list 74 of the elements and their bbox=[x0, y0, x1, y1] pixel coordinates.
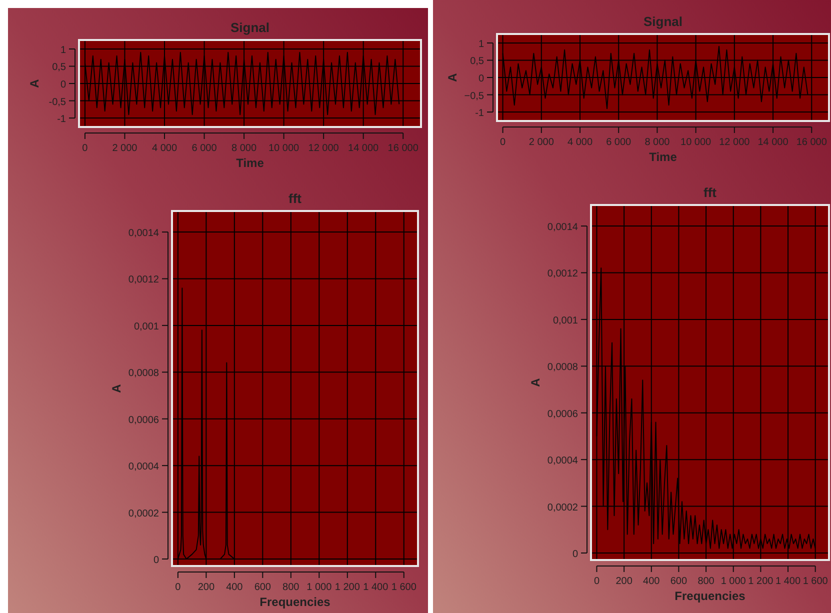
x-tick-label: 8 000 bbox=[644, 137, 670, 148]
y-tick-label: 0,0006 bbox=[547, 408, 578, 420]
y-tick-label: 0,001 bbox=[552, 315, 578, 326]
y-tick-label: 0,0008 bbox=[128, 368, 160, 380]
x-axis-title: Frequencies bbox=[260, 595, 331, 609]
y-tick-label: 0 bbox=[478, 74, 484, 84]
x-tick-label: 10 000 bbox=[268, 143, 300, 154]
x-tick-label: 1 600 bbox=[802, 576, 828, 587]
x-tick-label: 1 400 bbox=[775, 576, 801, 587]
y-tick-label: 0,0014 bbox=[128, 228, 160, 240]
x-tick-label: 16 000 bbox=[388, 143, 419, 154]
x-tick-label: 14 000 bbox=[348, 143, 380, 154]
chart-title: Signal bbox=[643, 14, 683, 29]
x-tick-label: 16 000 bbox=[796, 137, 828, 148]
y-tick-label: -1 bbox=[475, 108, 484, 120]
x-tick-label: 200 bbox=[616, 576, 633, 587]
y-tick-label: 1 bbox=[478, 38, 484, 50]
x-tick-label: 1 200 bbox=[748, 576, 774, 587]
y-tick-label: -0,5 bbox=[48, 96, 66, 108]
x-tick-label: 0 bbox=[82, 143, 88, 154]
y-tick-label: 0,0012 bbox=[128, 274, 160, 286]
x-tick-label: 12 000 bbox=[308, 143, 340, 154]
y-axis-title: A bbox=[528, 378, 542, 387]
y-tick-label: 0,0008 bbox=[547, 362, 578, 374]
y-axis-title: A bbox=[28, 78, 42, 88]
x-tick-label: 6 000 bbox=[606, 137, 632, 148]
y-tick-label: 0,0004 bbox=[128, 462, 160, 473]
x-tick-label: 6 000 bbox=[192, 143, 218, 154]
x-tick-label: 600 bbox=[670, 576, 688, 587]
chart-title: fft bbox=[704, 185, 718, 200]
y-tick-label: 0,001 bbox=[134, 321, 160, 332]
x-tick-label: 1 000 bbox=[306, 582, 332, 593]
x-axis-title: Frequencies bbox=[674, 589, 746, 603]
y-tick-label: 0,0004 bbox=[547, 456, 578, 467]
x-tick-label: 400 bbox=[226, 582, 244, 593]
y-axis-title: A bbox=[446, 72, 460, 82]
y-tick-label: 0 bbox=[153, 554, 160, 566]
x-tick-label: 800 bbox=[282, 582, 300, 593]
x-tick-label: 14 000 bbox=[758, 137, 789, 148]
x-axis-title: Time bbox=[649, 150, 678, 164]
y-tick-label: 0,0012 bbox=[547, 268, 578, 280]
y-tick-label: 0,5 bbox=[52, 62, 66, 74]
x-tick-label: 0 bbox=[594, 576, 600, 587]
y-tick-label: 0,0006 bbox=[128, 414, 160, 426]
x-tick-label: 2 000 bbox=[112, 143, 138, 154]
x-tick-label: 0 bbox=[175, 582, 182, 593]
x-tick-label: 800 bbox=[698, 576, 715, 587]
x-tick-label: 200 bbox=[198, 582, 215, 593]
y-tick-label: 0,0014 bbox=[547, 222, 578, 234]
x-tick-label: 400 bbox=[643, 576, 660, 587]
x-tick-label: 1 400 bbox=[363, 582, 389, 593]
x-tick-label: 10 000 bbox=[680, 137, 712, 148]
y-tick-label: 0,5 bbox=[470, 56, 484, 68]
x-tick-label: 1 600 bbox=[391, 582, 417, 593]
x-axis-title: Time bbox=[236, 156, 264, 170]
y-axis-title: A bbox=[109, 384, 124, 393]
y-tick-label: 0,0002 bbox=[128, 508, 160, 520]
x-tick-label: 600 bbox=[254, 582, 272, 593]
x-tick-label: 4 000 bbox=[567, 137, 593, 148]
x-tick-label: 2 000 bbox=[528, 137, 554, 148]
x-tick-label: 4 000 bbox=[152, 143, 178, 154]
x-tick-label: 1 200 bbox=[334, 582, 360, 593]
x-tick-label: 12 000 bbox=[719, 137, 750, 148]
y-tick-label: -1 bbox=[57, 114, 66, 126]
y-tick-label: 0 bbox=[572, 548, 578, 560]
y-tick-label: 0,0002 bbox=[547, 502, 578, 514]
x-tick-label: 1 000 bbox=[720, 576, 746, 587]
x-tick-label: 8 000 bbox=[232, 143, 257, 154]
chart-title: Signal bbox=[230, 20, 270, 35]
y-tick-label: −0,5 bbox=[464, 90, 484, 102]
chart-title: fft bbox=[288, 191, 302, 206]
y-tick-label: 1 bbox=[60, 44, 66, 56]
y-tick-label: 0 bbox=[60, 80, 66, 90]
x-tick-label: 0 bbox=[500, 137, 506, 148]
